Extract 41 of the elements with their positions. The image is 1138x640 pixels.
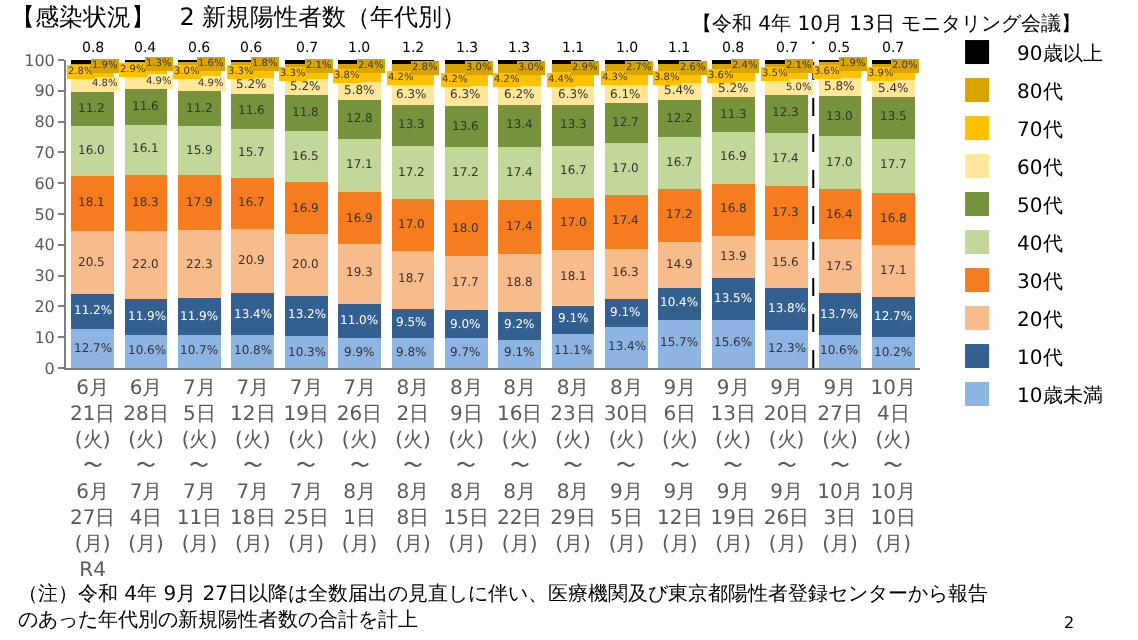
text: 【令和 4年 10月 13日 モニタリング会議】 — [692, 12, 1082, 36]
y-tick-label: 100 — [24, 51, 55, 70]
y-tick-label: 50 — [34, 205, 55, 224]
x-tick-label: 9月 27日 (火) 〜 10月 3日 (月) — [817, 378, 863, 556]
text: （注）令和 4年 9月 27日以降は全数届出の見直しに伴い、医療機関及び東京都陽性者登録センターから報告のあった年代別の新規陽性者数の合計を計上 — [18, 582, 988, 632]
x-tick-label: 8月 30日 (火) 〜 9月 5日 (月) — [603, 378, 650, 556]
legend-label: 50代 — [1017, 195, 1063, 218]
x-tick-label: 7月 26日 (火) 〜 8月 1日 (月) — [336, 378, 383, 556]
legend-label: 10代 — [1017, 347, 1063, 370]
x-tick-label: 9月 13日 (火) 〜 9月 19日 (月) — [710, 378, 756, 556]
x-tick-label: 8月 23日 (火) 〜 8月 29日 (月) — [550, 378, 596, 556]
x-tick-label: 9月 6日 (火) 〜 9月 12日 (月) — [657, 378, 703, 556]
y-tick-label: 30 — [34, 267, 55, 286]
x-tick-label: 7月 5日 (火) 〜 7月 11日 (月) — [176, 378, 223, 556]
y-tick-label: 60 — [34, 174, 55, 193]
legend-label: 90歳以上 — [1017, 41, 1103, 66]
legend-label: 30代 — [1017, 271, 1063, 294]
x-tick-label: 7月 19日 (火) 〜 7月 25日 (月) — [283, 378, 329, 556]
x-tick-label: 10月 4日 (火) 〜 10月 10日 (月) — [870, 378, 917, 556]
x-tick-label: 8月 16日 (火) 〜 8月 22日 (月) — [496, 378, 543, 556]
legend-label: 80代 — [1017, 81, 1063, 104]
y-tick-label: 80 — [34, 113, 55, 132]
legend-label: 40代 — [1017, 233, 1063, 256]
y-tick-label: 20 — [34, 298, 55, 316]
x-tick-label: 6月 28日 (火) 〜 7月 4日 (月) — [123, 378, 169, 556]
y-tick-label: 70 — [34, 144, 55, 162]
legend-label: 20代 — [1017, 309, 1063, 332]
y-tick-label: 10 — [34, 328, 55, 347]
text: 2 — [1064, 614, 1075, 632]
x-tick-label: 7月 12日 (火) 〜 7月 18日 (月) — [230, 378, 276, 556]
legend-label: 10歳未満 — [1017, 383, 1103, 408]
x-tick-label: 9月 20日 (火) 〜 9月 26日 (月) — [763, 378, 810, 556]
legend-label: 60代 — [1017, 157, 1063, 180]
y-tick-label: 90 — [34, 82, 55, 101]
y-tick-label: 40 — [34, 236, 55, 255]
legend-label: 70代 — [1017, 119, 1063, 142]
x-tick-label: 6月 21日 (火) 〜 6月 27日 (月) R4 — [69, 378, 116, 582]
x-tick-label: 8月 2日 (火) 〜 8月 8日 (月) — [395, 378, 431, 556]
chart-title: 【感染状況】 2 新規陽性者数（年代別） — [11, 2, 467, 31]
y-tick-label: 0 — [44, 359, 55, 378]
x-tick-label: 8月 9日 (火) 〜 8月 15日 (月) — [443, 378, 490, 556]
